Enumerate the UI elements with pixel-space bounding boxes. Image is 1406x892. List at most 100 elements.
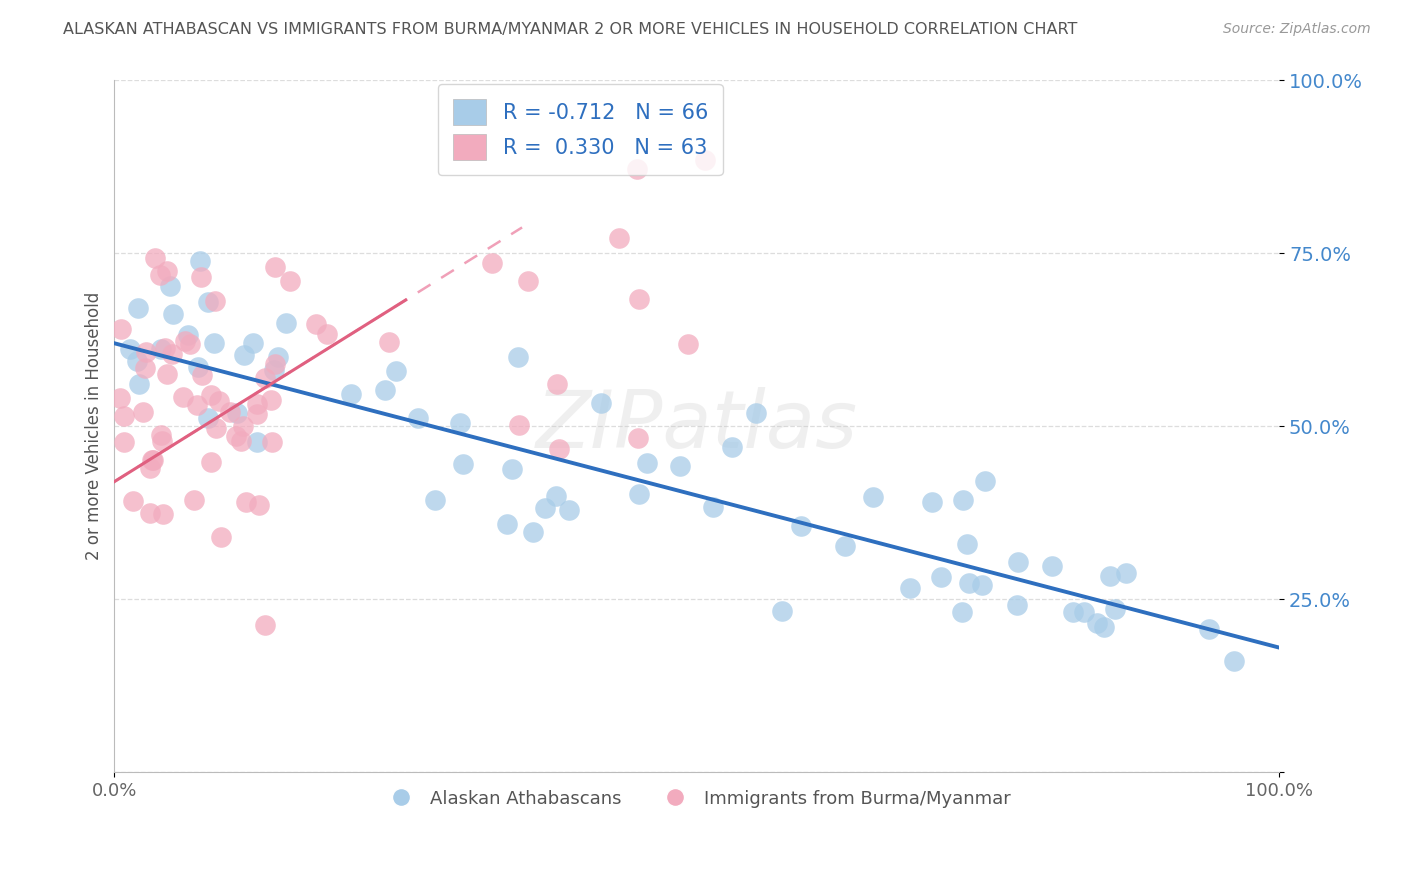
Point <box>627 431 650 445</box>
Point <box>340 386 363 401</box>
Point <box>377 334 399 349</box>
Point <box>267 350 290 364</box>
Point <box>219 405 242 419</box>
Point <box>1115 566 1137 581</box>
Point <box>263 357 285 371</box>
Point <box>315 326 337 341</box>
Point <box>110 391 132 405</box>
Point <box>188 254 211 268</box>
Text: Source: ZipAtlas.com: Source: ZipAtlas.com <box>1223 22 1371 37</box>
Point <box>125 354 148 368</box>
Point <box>153 341 176 355</box>
Point <box>693 153 716 167</box>
Point <box>232 419 254 434</box>
Point <box>141 453 163 467</box>
Point <box>263 362 285 376</box>
Point <box>636 456 658 470</box>
Point <box>425 493 447 508</box>
Point <box>135 345 157 359</box>
Point <box>898 581 921 595</box>
Point <box>506 350 529 364</box>
Point <box>183 493 205 508</box>
Point <box>156 368 179 382</box>
Point <box>627 487 650 501</box>
Point <box>159 279 181 293</box>
Point <box>952 492 974 507</box>
Point <box>149 268 172 282</box>
Point <box>190 368 212 382</box>
Point <box>260 393 283 408</box>
Point <box>139 506 162 520</box>
Point <box>187 360 209 375</box>
Point <box>862 490 884 504</box>
Point <box>143 251 166 265</box>
Point <box>127 301 149 315</box>
Point <box>139 461 162 475</box>
Point <box>544 489 567 503</box>
Point <box>374 383 396 397</box>
Point <box>517 274 540 288</box>
Point <box>921 494 943 508</box>
Point <box>149 343 172 357</box>
Point <box>950 605 973 619</box>
Point <box>233 348 256 362</box>
Point <box>589 395 612 409</box>
Point <box>496 517 519 532</box>
Point <box>242 336 264 351</box>
Point <box>112 435 135 450</box>
Point <box>208 394 231 409</box>
Point <box>790 518 813 533</box>
Point <box>451 458 474 472</box>
Point <box>1085 616 1108 631</box>
Point <box>834 539 856 553</box>
Point <box>955 537 977 551</box>
Point <box>174 334 197 348</box>
Point <box>205 421 228 435</box>
Point <box>1222 654 1244 668</box>
Point <box>177 328 200 343</box>
Point <box>1073 605 1095 619</box>
Point <box>957 575 980 590</box>
Point <box>264 260 287 274</box>
Point <box>134 360 156 375</box>
Point <box>149 428 172 442</box>
Point <box>246 434 269 449</box>
Point <box>247 498 270 512</box>
Point <box>150 434 173 449</box>
Point <box>501 462 523 476</box>
Point <box>1099 569 1122 583</box>
Point <box>627 292 650 306</box>
Point <box>197 295 219 310</box>
Point <box>142 452 165 467</box>
Point <box>929 570 952 584</box>
Point <box>229 434 252 448</box>
Point <box>974 474 997 488</box>
Point <box>128 377 150 392</box>
Point <box>235 495 257 509</box>
Point <box>200 455 222 469</box>
Point <box>702 500 724 514</box>
Point <box>280 275 302 289</box>
Point <box>547 442 569 457</box>
Point <box>546 376 568 391</box>
Point <box>385 364 408 378</box>
Point <box>190 269 212 284</box>
Point <box>225 429 247 443</box>
Point <box>676 337 699 351</box>
Point <box>406 410 429 425</box>
Point <box>668 458 690 473</box>
Point <box>970 578 993 592</box>
Point <box>186 398 208 412</box>
Point <box>253 617 276 632</box>
Point <box>110 321 132 335</box>
Point <box>745 406 768 420</box>
Text: ZIPatlas: ZIPatlas <box>536 387 858 466</box>
Point <box>200 388 222 402</box>
Point <box>156 263 179 277</box>
Point <box>160 347 183 361</box>
Point <box>132 405 155 419</box>
Point <box>152 507 174 521</box>
Point <box>209 530 232 544</box>
Point <box>607 230 630 244</box>
Point <box>1092 619 1115 633</box>
